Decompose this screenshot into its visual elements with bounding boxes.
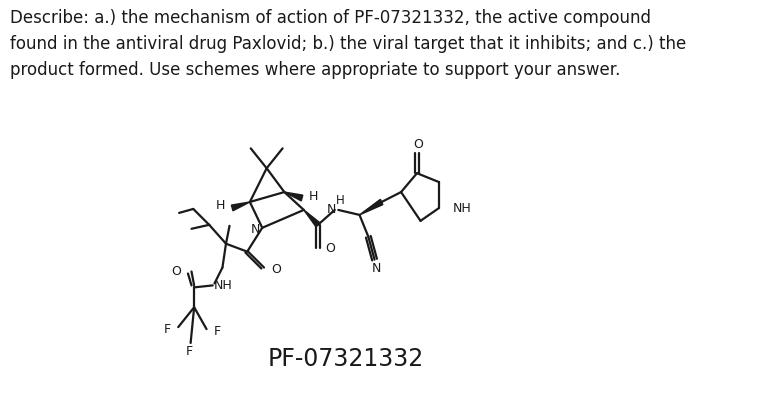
Text: F: F bbox=[214, 324, 221, 338]
Text: O: O bbox=[325, 242, 335, 255]
Text: N: N bbox=[251, 223, 261, 236]
Text: N: N bbox=[326, 204, 335, 216]
Text: O: O bbox=[171, 265, 181, 278]
Text: PF-07321332: PF-07321332 bbox=[268, 347, 424, 371]
Text: O: O bbox=[271, 263, 281, 276]
Text: N: N bbox=[372, 262, 381, 275]
Text: Describe: a.) the mechanism of action of PF-07321332, the active compound
found : Describe: a.) the mechanism of action of… bbox=[10, 9, 686, 79]
Text: F: F bbox=[164, 322, 171, 336]
Text: O: O bbox=[413, 138, 423, 151]
Polygon shape bbox=[304, 210, 320, 227]
Polygon shape bbox=[359, 199, 383, 215]
Text: H: H bbox=[335, 194, 345, 208]
Polygon shape bbox=[231, 202, 250, 211]
Text: F: F bbox=[185, 346, 193, 358]
Text: H: H bbox=[309, 190, 318, 202]
Text: NH: NH bbox=[214, 279, 232, 292]
Text: H: H bbox=[216, 200, 225, 212]
Polygon shape bbox=[284, 192, 303, 201]
Text: NH: NH bbox=[453, 202, 472, 216]
